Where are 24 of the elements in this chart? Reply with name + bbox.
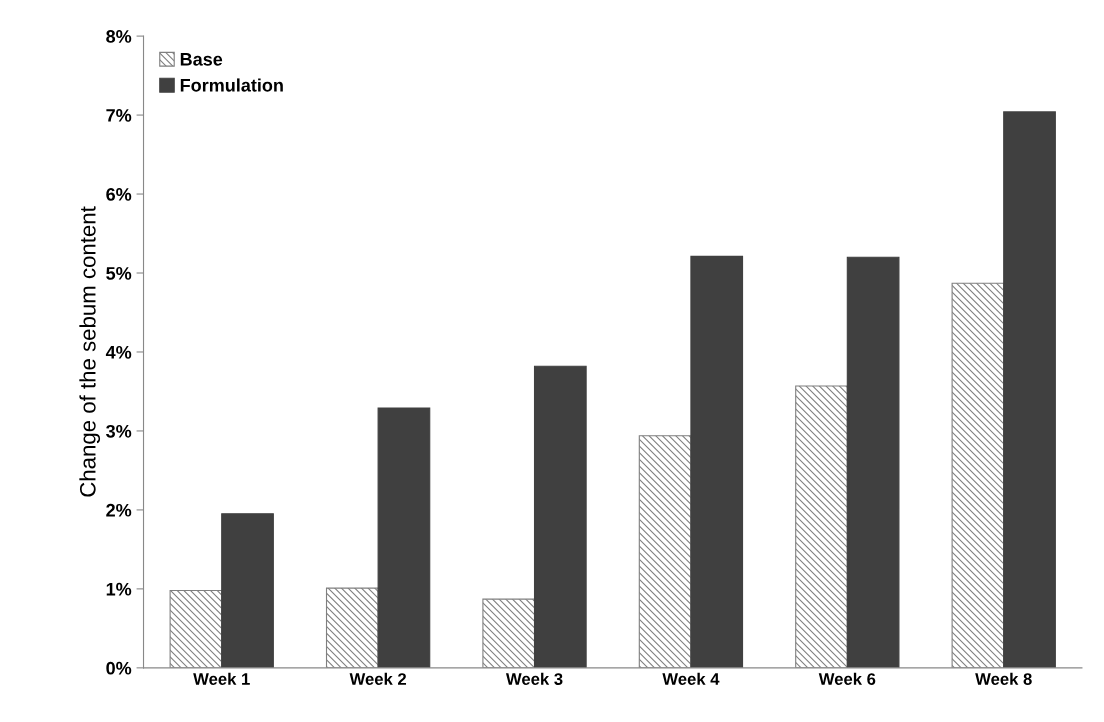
bar — [221, 513, 274, 668]
y-tick-label: 1% — [106, 582, 132, 596]
y-tick-label: 5% — [106, 266, 132, 280]
bar — [533, 365, 587, 668]
legend-label: Formulation — [180, 78, 283, 92]
x-tick-label: Week 3 — [505, 672, 563, 685]
bar — [846, 256, 900, 668]
x-tick-label: Week 2 — [349, 672, 407, 685]
y-tick-label: 4% — [105, 345, 132, 359]
y-tick-label: 7% — [106, 109, 132, 122]
legend-label: Base — [180, 53, 223, 66]
x-tick-label: Week 1 — [193, 672, 250, 685]
y-tick-label: 3% — [106, 424, 132, 438]
y-tick-label: 8% — [106, 30, 132, 43]
y-tick-label: 2% — [106, 503, 132, 517]
bar — [1003, 111, 1056, 668]
x-tick-label: Week 8 — [975, 672, 1032, 685]
y-tick-label: 0% — [106, 661, 132, 675]
bar — [690, 255, 744, 668]
y-tick-label: 6% — [106, 187, 132, 201]
x-tick-label: Week 4 — [662, 672, 720, 685]
bar — [377, 407, 431, 668]
y-axis-title: Change of the sebum content — [79, 206, 101, 497]
x-tick-label: Week 6 — [818, 672, 876, 685]
